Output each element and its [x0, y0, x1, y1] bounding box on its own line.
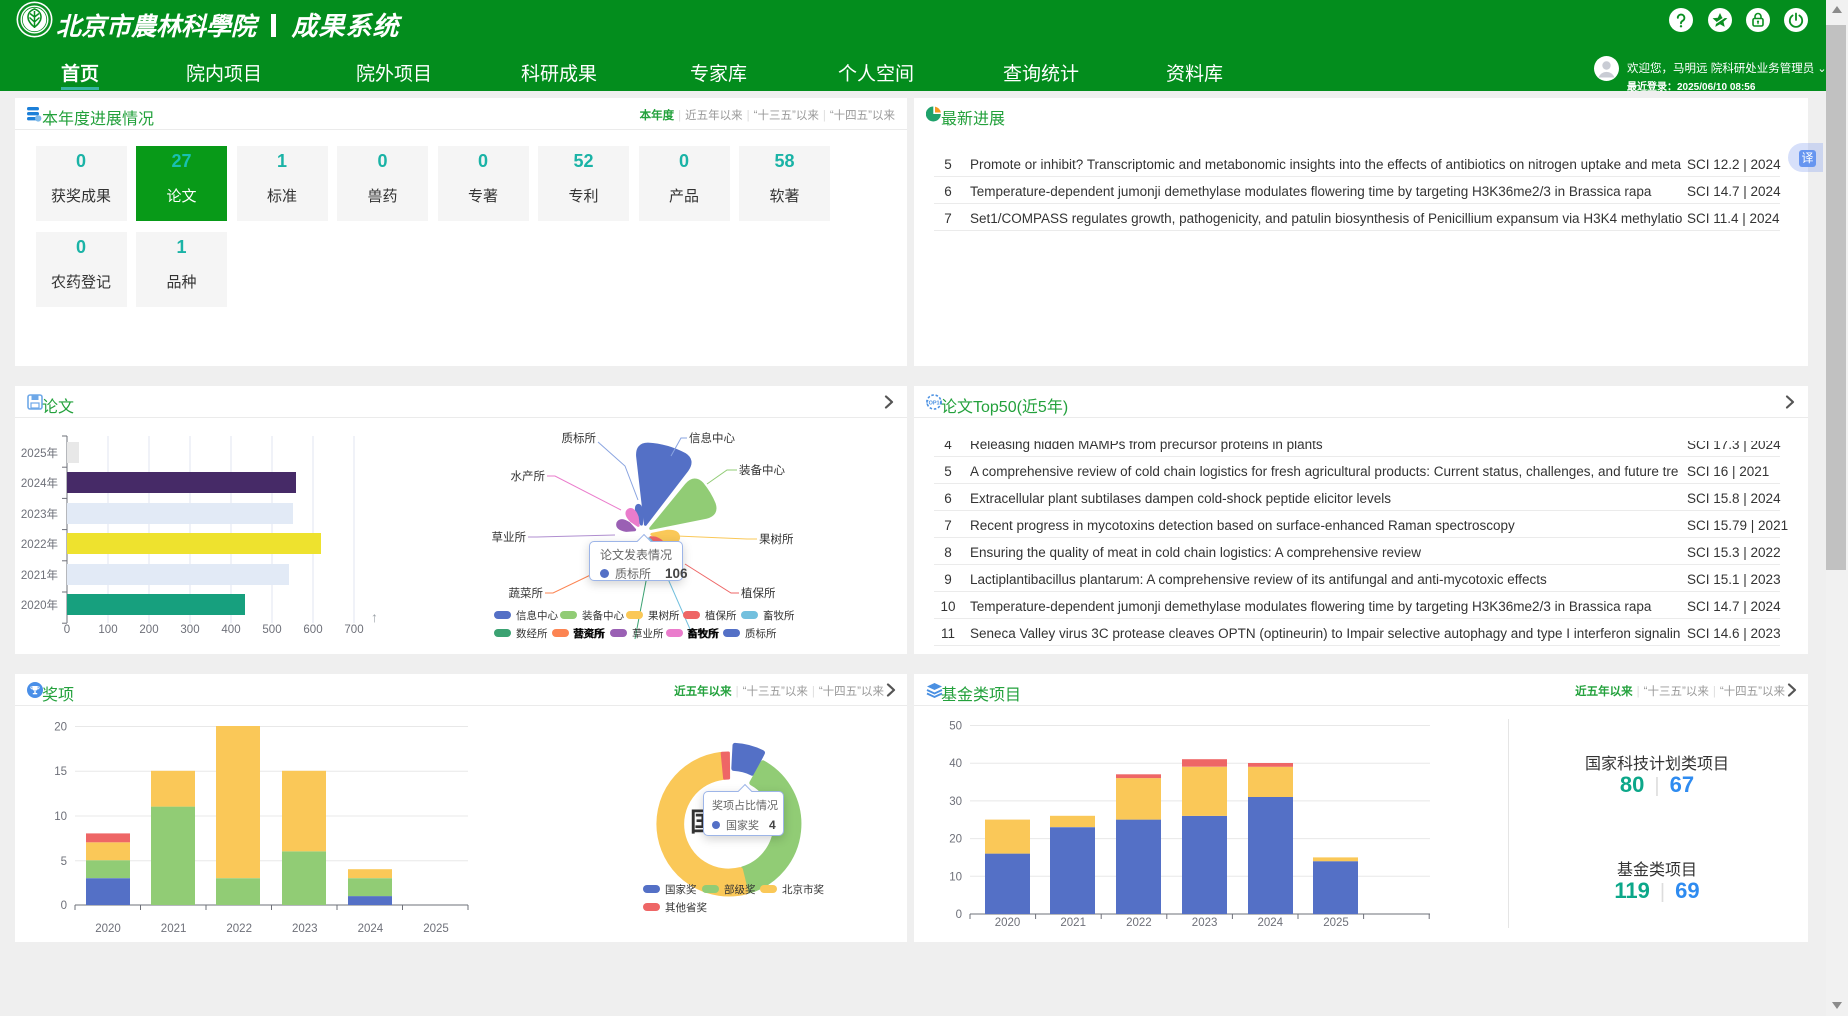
svg-text:信息中心: 信息中心 — [689, 431, 735, 445]
svg-text:水产所: 水产所 — [511, 469, 546, 483]
svg-text:50: 50 — [949, 721, 962, 733]
svg-text:0: 0 — [64, 624, 70, 636]
svg-text:2022年: 2022年 — [21, 537, 58, 551]
svg-text:10: 10 — [949, 871, 962, 883]
svg-text:2025: 2025 — [1323, 917, 1349, 929]
svg-text:2025年: 2025年 — [21, 446, 58, 460]
svg-text:30: 30 — [949, 796, 962, 808]
svg-text:15: 15 — [54, 766, 67, 778]
svg-text:果树所: 果树所 — [759, 532, 794, 546]
svg-text:2024: 2024 — [358, 923, 384, 935]
svg-text:2025: 2025 — [423, 923, 449, 935]
svg-text:2023年: 2023年 — [21, 507, 58, 521]
svg-text:植保所: 植保所 — [741, 586, 776, 600]
svg-text:装备中心: 装备中心 — [739, 463, 785, 477]
svg-text:0: 0 — [61, 900, 67, 912]
svg-text:2024: 2024 — [1258, 917, 1284, 929]
svg-text:2024年: 2024年 — [21, 476, 58, 490]
svg-text:2022: 2022 — [226, 923, 252, 935]
svg-text:↑: ↑ — [371, 609, 378, 625]
svg-text:0: 0 — [956, 909, 962, 921]
svg-text:2023: 2023 — [292, 923, 318, 935]
svg-text:TOP10: TOP10 — [926, 401, 942, 407]
svg-text:5: 5 — [61, 856, 67, 868]
svg-text:质标所: 质标所 — [562, 432, 597, 445]
svg-text:2023: 2023 — [1192, 917, 1218, 929]
svg-text:2021: 2021 — [1060, 917, 1086, 929]
svg-text:草业所: 草业所 — [492, 531, 527, 544]
svg-text:700: 700 — [344, 624, 363, 636]
svg-text:400: 400 — [221, 624, 240, 636]
svg-text:500: 500 — [262, 624, 281, 636]
svg-text:2021年: 2021年 — [21, 568, 58, 582]
svg-text:2021: 2021 — [161, 923, 187, 935]
svg-text:2020年: 2020年 — [21, 598, 58, 612]
svg-text:蔬菜所: 蔬菜所 — [509, 587, 544, 600]
svg-text:300: 300 — [180, 624, 199, 636]
svg-text:20: 20 — [54, 722, 67, 734]
svg-text:40: 40 — [949, 758, 962, 770]
svg-text:2020: 2020 — [95, 923, 121, 935]
svg-text:2022: 2022 — [1126, 917, 1152, 929]
svg-text:2020: 2020 — [995, 917, 1021, 929]
svg-text:600: 600 — [303, 624, 322, 636]
svg-text:200: 200 — [139, 624, 158, 636]
svg-text:20: 20 — [949, 834, 962, 846]
svg-text:10: 10 — [54, 811, 67, 823]
svg-text:100: 100 — [98, 624, 117, 636]
